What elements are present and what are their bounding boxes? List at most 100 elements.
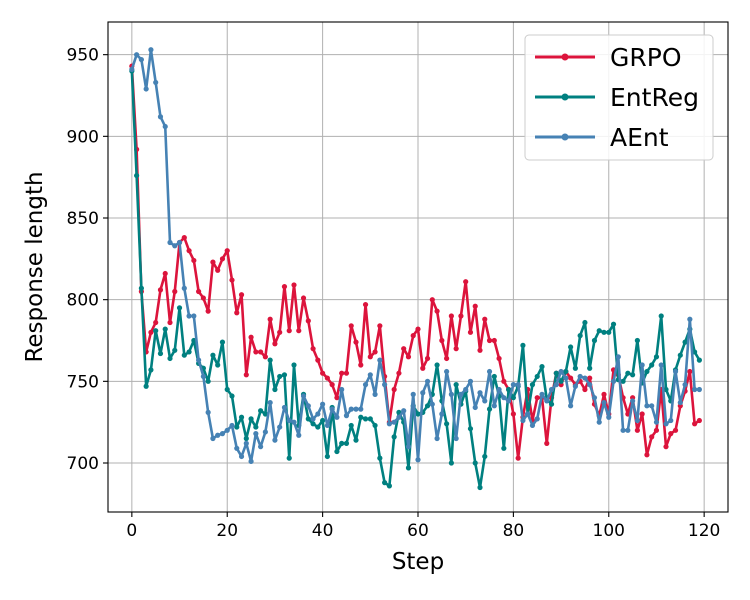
data-point-aent [520, 417, 526, 424]
data-point-aent [482, 398, 488, 404]
data-point-grpo [672, 427, 679, 433]
data-point-aent [477, 390, 483, 396]
data-point-entreg [563, 368, 569, 375]
data-point-entreg [286, 455, 292, 461]
data-point-grpo [296, 328, 302, 334]
data-point-grpo [410, 333, 416, 339]
data-point-grpo [458, 313, 464, 319]
data-point-aent [639, 362, 645, 368]
data-point-entreg [386, 483, 392, 489]
data-point-grpo [219, 256, 226, 262]
data-point-grpo [329, 382, 335, 388]
data-point-entreg [305, 416, 311, 422]
data-point-grpo [396, 370, 402, 376]
data-point-grpo [300, 295, 307, 301]
data-point-aent [687, 316, 693, 322]
data-point-entreg [501, 445, 507, 451]
data-point-aent [692, 386, 698, 393]
data-point-grpo [472, 303, 478, 309]
data-point-aent [405, 444, 412, 450]
data-point-grpo [639, 411, 645, 417]
data-point-aent [348, 406, 354, 412]
data-point-grpo [501, 378, 507, 384]
x-tick-label: 60 [407, 521, 429, 541]
data-point-entreg [291, 362, 297, 368]
data-point-grpo [634, 427, 640, 433]
data-point-entreg [320, 417, 326, 424]
data-point-entreg [353, 437, 359, 443]
data-point-grpo [482, 316, 488, 322]
data-point-entreg [343, 440, 350, 446]
data-point-entreg [539, 364, 545, 370]
data-point-aent [134, 52, 140, 58]
data-point-aent [558, 368, 564, 375]
legend-item-entreg: EntReg [535, 83, 699, 112]
data-point-grpo [334, 395, 340, 401]
data-point-entreg [548, 401, 555, 407]
data-point-aent [644, 403, 650, 409]
data-point-aent [634, 417, 640, 424]
data-point-aent [229, 422, 235, 429]
data-point-aent [215, 432, 221, 438]
data-point-aent [315, 411, 321, 417]
data-point-aent [572, 383, 578, 389]
data-point-entreg [281, 372, 288, 378]
data-point-entreg [215, 362, 221, 368]
data-point-grpo [267, 316, 273, 322]
data-point-aent [258, 444, 264, 450]
data-point-grpo [401, 346, 407, 352]
data-point-entreg [601, 329, 607, 335]
data-point-grpo [277, 329, 283, 335]
data-point-entreg [472, 460, 478, 466]
data-point-entreg [663, 386, 669, 393]
data-point-aent [153, 79, 159, 86]
data-point-grpo [162, 270, 168, 277]
data-point-aent [391, 419, 397, 425]
legend-label: GRPO [610, 43, 682, 72]
data-point-entreg [324, 453, 330, 460]
data-point-entreg [568, 344, 574, 350]
data-point-grpo [281, 284, 288, 290]
data-point-entreg [210, 352, 216, 358]
data-point-aent [358, 406, 364, 412]
data-point-aent [668, 417, 674, 424]
data-point-entreg [224, 386, 230, 393]
data-point-entreg [134, 172, 140, 179]
data-point-entreg [653, 354, 660, 360]
data-point-aent [591, 395, 598, 401]
data-point-aent [510, 382, 516, 388]
data-point-grpo [477, 347, 483, 353]
data-point-aent [672, 368, 679, 375]
data-point-aent [515, 382, 521, 388]
data-point-entreg [310, 421, 316, 427]
legend-swatch-marker [561, 53, 569, 61]
data-point-aent [281, 404, 288, 411]
data-point-entreg [148, 367, 154, 373]
x-axis-label: Step [392, 549, 444, 575]
data-point-grpo [229, 277, 235, 283]
data-point-aent [496, 386, 502, 393]
data-point-grpo [353, 339, 359, 345]
data-point-aent [367, 372, 373, 378]
data-point-aent [167, 239, 173, 246]
data-point-aent [320, 401, 326, 407]
data-point-aent [343, 413, 350, 419]
data-point-aent [243, 440, 249, 446]
data-point-grpo [439, 337, 445, 344]
data-point-grpo [601, 391, 607, 397]
data-point-aent [439, 411, 445, 417]
data-point-aent [253, 431, 259, 437]
data-point-aent [157, 114, 164, 120]
data-point-entreg [277, 373, 283, 380]
data-point-grpo [157, 287, 164, 293]
data-point-aent [396, 414, 402, 420]
data-point-entreg [367, 416, 373, 422]
data-point-entreg [358, 414, 364, 420]
data-point-entreg [267, 357, 273, 363]
data-point-entreg [377, 455, 383, 461]
data-point-grpo [243, 372, 249, 378]
data-point-entreg [486, 406, 493, 412]
data-point-entreg [162, 326, 168, 332]
data-point-entreg [596, 328, 602, 334]
data-point-grpo [534, 395, 540, 401]
